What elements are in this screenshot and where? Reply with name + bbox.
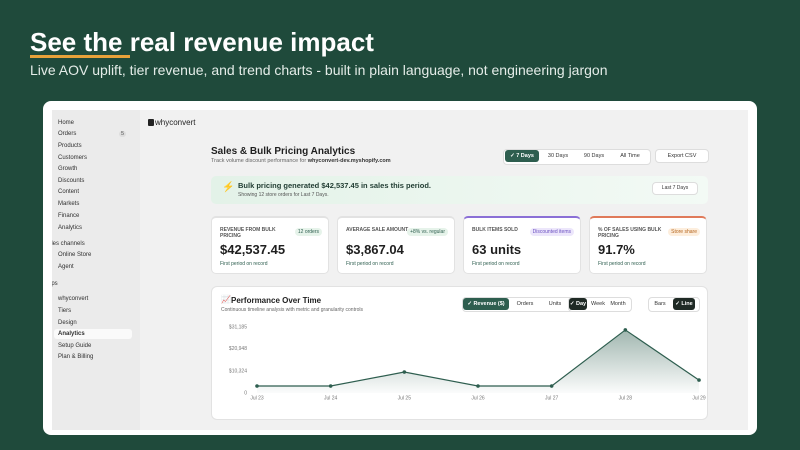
sidebar-item[interactable]: Growth	[58, 166, 78, 172]
metrics-button[interactable]: ✓ Revenue ($)	[463, 298, 509, 310]
point	[328, 384, 333, 388]
screenshot-frame: Home Orders 5 Products Customers Growth Discou…	[43, 101, 757, 435]
y-tick-label: $20,948	[229, 346, 247, 352]
sidebar-item: ales channels	[52, 241, 85, 247]
y-tick-label: $10,324	[229, 368, 247, 374]
kpi-badge: 12 orders	[294, 228, 322, 236]
chart-icon: 📈	[221, 295, 231, 304]
sidebar-item[interactable]: Agent	[58, 264, 74, 270]
kpi-value: 63 units	[472, 242, 522, 257]
chart-title: Performance Over Time	[231, 296, 322, 305]
store-domain: whyconvert-dev.myshopify.com	[307, 158, 391, 164]
kpi-badge: Discounted items	[529, 228, 574, 236]
kpi-badge: +8% vs. regular	[407, 228, 448, 236]
kpi-card: BULK ITEMS SOLD Discounted items 63 units F…	[463, 216, 581, 274]
x-tick-label: Jul 29	[692, 395, 706, 401]
sidebar-item[interactable]: Analytics	[54, 329, 132, 339]
kpi-label: AVERAGE SALE AMOUNT	[346, 227, 409, 233]
styles-button[interactable]: Bars	[654, 301, 666, 307]
kpi-note: First period on record	[220, 261, 268, 267]
sidebar-item[interactable]: Orders	[58, 131, 77, 137]
metrics-button[interactable]: Units	[548, 301, 562, 307]
kpi-value: $3,867.04	[346, 242, 404, 257]
range-button[interactable]: ✓ 7 Days	[505, 150, 539, 162]
point	[402, 370, 407, 374]
y-tick-label: $31,185	[229, 324, 247, 330]
metrics-button[interactable]: Orders	[516, 301, 534, 307]
sidebar-item[interactable]: Home	[58, 120, 75, 126]
range-button[interactable]: 90 Days	[583, 153, 605, 159]
kpi-card: AVERAGE SALE AMOUNT +8% vs. regular $3,867…	[337, 216, 455, 274]
app-screen: Home Orders 5 Products Customers Growth Discou…	[52, 110, 748, 430]
kpi-note: First period on record	[598, 261, 646, 267]
sidebar-item[interactable]: Customers	[58, 155, 88, 161]
banner-headline: Bulk pricing generated $42,537.45 in sal…	[238, 181, 431, 190]
banner-icon: ⚡	[222, 182, 235, 193]
point	[623, 328, 628, 332]
banner-detail: Showing 12 store orders for Last 7 Days.	[238, 192, 329, 198]
chart-subtitle: Continuous timeline analysis with metric…	[221, 307, 364, 313]
styles-button[interactable]: ✓ Line	[673, 298, 695, 310]
kpi-value: $42,537.45	[220, 242, 286, 257]
logo	[148, 119, 154, 126]
kpi-card: REVENUE FROM BULK PRICING 12 orders $42,53…	[211, 216, 329, 274]
brand: whyconvert	[155, 118, 196, 127]
point	[549, 384, 554, 388]
sidebar-item[interactable]: Markets	[58, 201, 80, 207]
sidebar-item[interactable]: Tiers	[58, 308, 72, 314]
sidebar-item[interactable]: Plan & Billing	[58, 354, 94, 360]
x-tick-label: Jul 26	[471, 395, 485, 401]
kpi-label: BULK ITEMS SOLD	[472, 227, 518, 233]
chart: 0 $10,324 $20,948 $31,185 Jul 23 Jul 24 Jul 25…	[229, 324, 706, 401]
sidebar-item[interactable]: Discounts	[58, 178, 85, 184]
kpi-label: % OF SALES USING BULK PRICING	[598, 227, 662, 239]
sidebar-item[interactable]: whyconvert	[58, 296, 89, 302]
underline	[30, 55, 130, 58]
page-subtitle: Track volume discount performance for wh…	[211, 158, 391, 164]
granularity-button[interactable]: Week	[591, 301, 605, 307]
point	[697, 378, 701, 382]
sidebar-item[interactable]: Online Store	[58, 252, 92, 258]
sidebar-item[interactable]: Products	[58, 143, 82, 149]
x-tick-label: Jul 23	[250, 395, 264, 401]
y-tick-label: 0	[244, 390, 247, 396]
sidebar-item[interactable]: Design	[58, 320, 77, 326]
point	[476, 384, 480, 388]
sidebar-item[interactable]: Finance	[58, 213, 80, 219]
chart-card: 📈 Performance Over Time Continuous timelin…	[211, 286, 708, 420]
granularity-button[interactable]: Month	[610, 301, 626, 307]
sidebar-item[interactable]: Setup Guide	[58, 343, 92, 349]
page-title: Sales & Bulk Pricing Analytics	[211, 146, 356, 157]
kpi-card: % OF SALES USING BULK PRICING Store share…	[589, 216, 707, 274]
kpi-note: First period on record	[472, 261, 520, 267]
point	[255, 384, 259, 388]
range-button[interactable]: All Time	[620, 153, 640, 159]
sidebar-item[interactable]: Content	[58, 189, 80, 195]
x-tick-label: Jul 24	[324, 395, 338, 401]
banner	[211, 176, 708, 204]
x-tick-label: Jul 25	[398, 395, 412, 401]
range-group	[503, 149, 651, 165]
sidebar-item: pps	[52, 281, 58, 287]
kpi-badge: Store share	[668, 228, 700, 236]
x-tick-label: Jul 27	[545, 395, 559, 401]
granularity-button[interactable]: ✓ Day	[569, 298, 587, 310]
sidebar: Home Orders 5 Products Customers Growth Discou…	[52, 110, 140, 430]
export-button[interactable]: Export CSV	[655, 149, 709, 163]
banner-badge: Last 7 Days	[652, 182, 698, 195]
sidebar-item[interactable]: Analytics	[58, 225, 83, 231]
sidebar-badge: 5	[119, 131, 127, 137]
x-tick-label: Jul 28	[619, 395, 633, 401]
area-fill	[257, 329, 699, 393]
headline: See the real revenue impact	[30, 27, 374, 57]
kpi-value: 91.7%	[598, 242, 635, 257]
range-button[interactable]: 30 Days	[547, 153, 569, 159]
kpi-note: First period on record	[346, 261, 394, 267]
subheadline: Live AOV uplift, tier revenue, and trend…	[30, 62, 608, 78]
kpi-label: REVENUE FROM BULK PRICING	[220, 227, 276, 239]
subtitle-text: Track volume discount performance for	[211, 158, 307, 164]
